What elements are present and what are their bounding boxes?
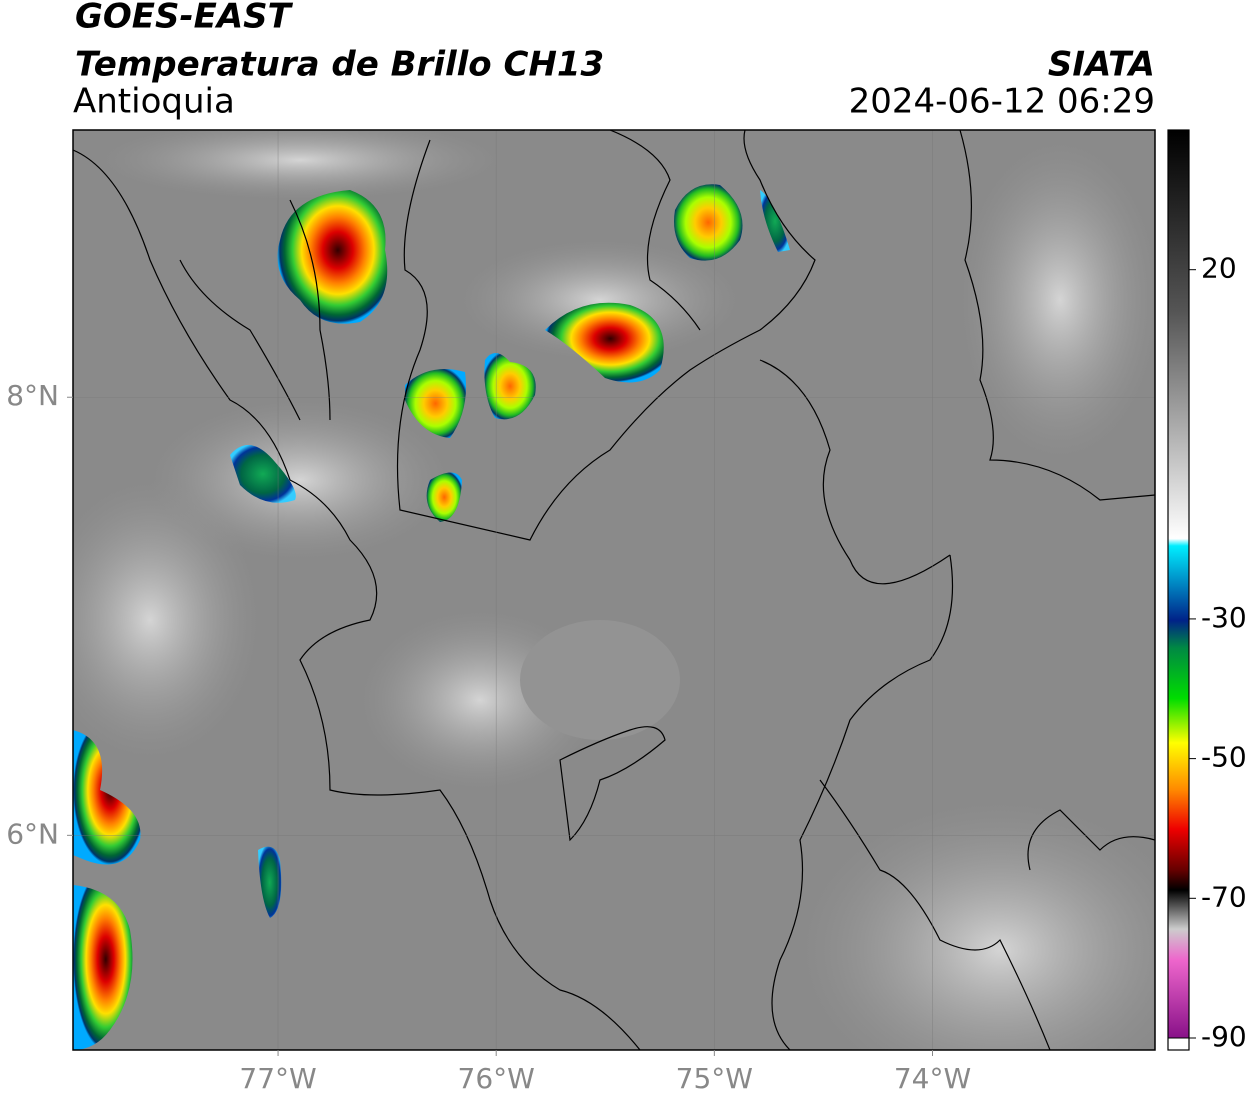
region: Antioquia bbox=[73, 82, 235, 122]
x-tick-label: 76°W bbox=[458, 1062, 535, 1095]
x-tick-label: 75°W bbox=[676, 1062, 753, 1095]
colorbar-tick-label: -70 bbox=[1201, 880, 1247, 913]
colorbar-tick-label: -50 bbox=[1201, 741, 1247, 774]
colorbar bbox=[1168, 130, 1189, 1038]
x-tick-label: 74°W bbox=[894, 1062, 971, 1095]
colorbar-tick-label: 20 bbox=[1201, 252, 1237, 285]
boundaries bbox=[73, 130, 1155, 1050]
map-image bbox=[73, 130, 1155, 1050]
colorbar-tick-label: -30 bbox=[1201, 601, 1247, 634]
source: SIATA bbox=[1048, 45, 1155, 85]
y-tick-label: 6°N bbox=[6, 817, 59, 850]
title: GOES-EAST bbox=[75, 0, 294, 37]
x-tick-label: 77°W bbox=[239, 1062, 316, 1095]
grid bbox=[73, 130, 1155, 1050]
y-tick-label: 8°N bbox=[6, 379, 59, 412]
subtitle: Temperatura de Brillo CH13 bbox=[75, 45, 604, 85]
colorbar-tick-label: -90 bbox=[1201, 1020, 1247, 1053]
colorbar-under bbox=[1167, 1037, 1190, 1051]
map-frame bbox=[72, 129, 1156, 1051]
datetime: 2024-06-12 06:29 bbox=[849, 82, 1155, 122]
colorbar-frame bbox=[1167, 129, 1190, 1051]
